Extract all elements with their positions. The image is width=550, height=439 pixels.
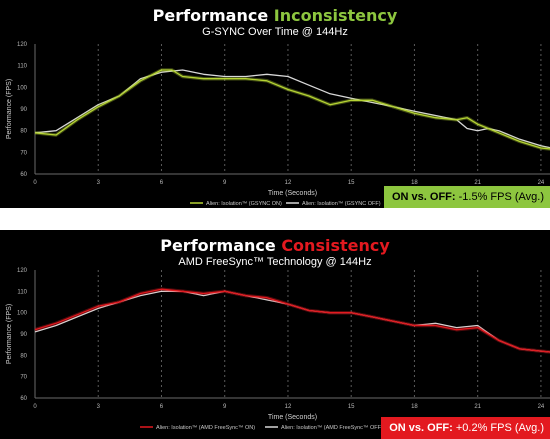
chart-plot-area: 60 70 80 90 100 110 120 0 3 6 9 12 15 18 21 24 Time (Sec… xyxy=(6,268,550,431)
x-tick-label: 0 xyxy=(33,404,37,410)
x-tick-label: 9 xyxy=(223,180,227,186)
y-tick-label: 90 xyxy=(20,332,27,338)
series-line-off xyxy=(34,69,550,149)
y-tick-label: 100 xyxy=(17,311,28,317)
y-tick-label: 60 xyxy=(20,396,27,402)
legend-label: Alien: Isolation™ (GSYNC OFF) xyxy=(302,201,381,207)
legend-label: Alien: Isolation™ (AMD FreeSync™ OFF) xyxy=(281,425,383,431)
x-tick-label: 12 xyxy=(285,404,292,410)
y-tick-label: 100 xyxy=(17,85,28,91)
legend-label: Alien: Isolation™ (AMD FreeSync™ ON) xyxy=(156,425,255,431)
badge-label: ON vs. OFF: xyxy=(389,422,453,434)
x-tick-label: 15 xyxy=(348,404,355,410)
y-tick-label: 120 xyxy=(17,268,28,274)
x-axis-label: Time (Seconds) xyxy=(268,190,317,197)
chart-title-main: Performance xyxy=(152,6,269,25)
series-line-glow xyxy=(34,68,550,151)
x-tick-label: 24 xyxy=(538,404,545,410)
series-line-glow xyxy=(34,287,550,354)
series-line-on xyxy=(34,69,550,150)
y-tick-label: 90 xyxy=(20,107,27,113)
x-tick-label: 9 xyxy=(223,404,227,410)
chart-panel-bottom: Performance Consistency AMD FreeSync™ Te… xyxy=(0,230,550,439)
badge-label: ON vs. OFF: xyxy=(392,191,456,203)
chart-plot-area: 60 70 80 90 100 110 120 0 3 6 9 12 15 18 21 24 Time (Sec… xyxy=(6,42,550,207)
series-line-on xyxy=(34,288,550,353)
x-tick-label: 3 xyxy=(97,180,101,186)
comparison-badge: ON vs. OFF: -1.5% FPS (Avg.) xyxy=(384,186,550,208)
x-tick-label: 18 xyxy=(411,180,418,186)
chart-title-accent: Inconsistency xyxy=(273,6,398,25)
legend-label: Alien: Isolation™ (GSYNC ON) xyxy=(206,201,282,207)
chart-subtitle: G-SYNC Over Time @ 144Hz xyxy=(202,26,348,38)
x-tick-label: 0 xyxy=(33,180,37,186)
badge-value: +0.2% FPS (Avg.) xyxy=(452,422,544,434)
x-tick-label: 15 xyxy=(348,180,355,186)
badge-value: -1.5% FPS (Avg.) xyxy=(455,191,544,203)
x-tick-label: 24 xyxy=(538,180,545,186)
x-tick-label: 21 xyxy=(474,404,481,410)
y-axis-label: Performance (FPS) xyxy=(6,304,13,364)
y-axis-label: Performance (FPS) xyxy=(6,79,13,139)
chart-title: Performance Consistency xyxy=(0,236,550,255)
chart-title: Performance Inconsistency xyxy=(0,6,550,25)
chart-title-accent: Consistency xyxy=(281,236,390,255)
y-tick-label: 60 xyxy=(20,172,27,178)
chart-subtitle: AMD FreeSync™ Technology @ 144Hz xyxy=(178,256,372,268)
chart-title-main: Performance xyxy=(160,236,276,255)
y-tick-label: 80 xyxy=(20,129,27,135)
x-axis-label: Time (Seconds) xyxy=(268,414,317,421)
x-tick-label: 6 xyxy=(160,404,164,410)
x-tick-label: 6 xyxy=(160,180,164,186)
x-tick-label: 12 xyxy=(285,180,292,186)
y-tick-label: 110 xyxy=(17,64,27,70)
y-tick-label: 110 xyxy=(17,289,27,295)
x-tick-label: 18 xyxy=(411,404,418,410)
y-tick-label: 120 xyxy=(17,42,28,48)
chart-panel-top: Performance Inconsistency G-SYNC Over Ti… xyxy=(0,0,550,208)
y-tick-label: 70 xyxy=(20,150,27,156)
comparison-badge: ON vs. OFF: +0.2% FPS (Avg.) xyxy=(381,417,550,439)
x-tick-label: 21 xyxy=(474,180,481,186)
y-tick-label: 70 xyxy=(20,375,27,381)
series-line-off xyxy=(34,290,550,353)
x-tick-label: 3 xyxy=(97,404,101,410)
y-tick-label: 80 xyxy=(20,353,27,359)
